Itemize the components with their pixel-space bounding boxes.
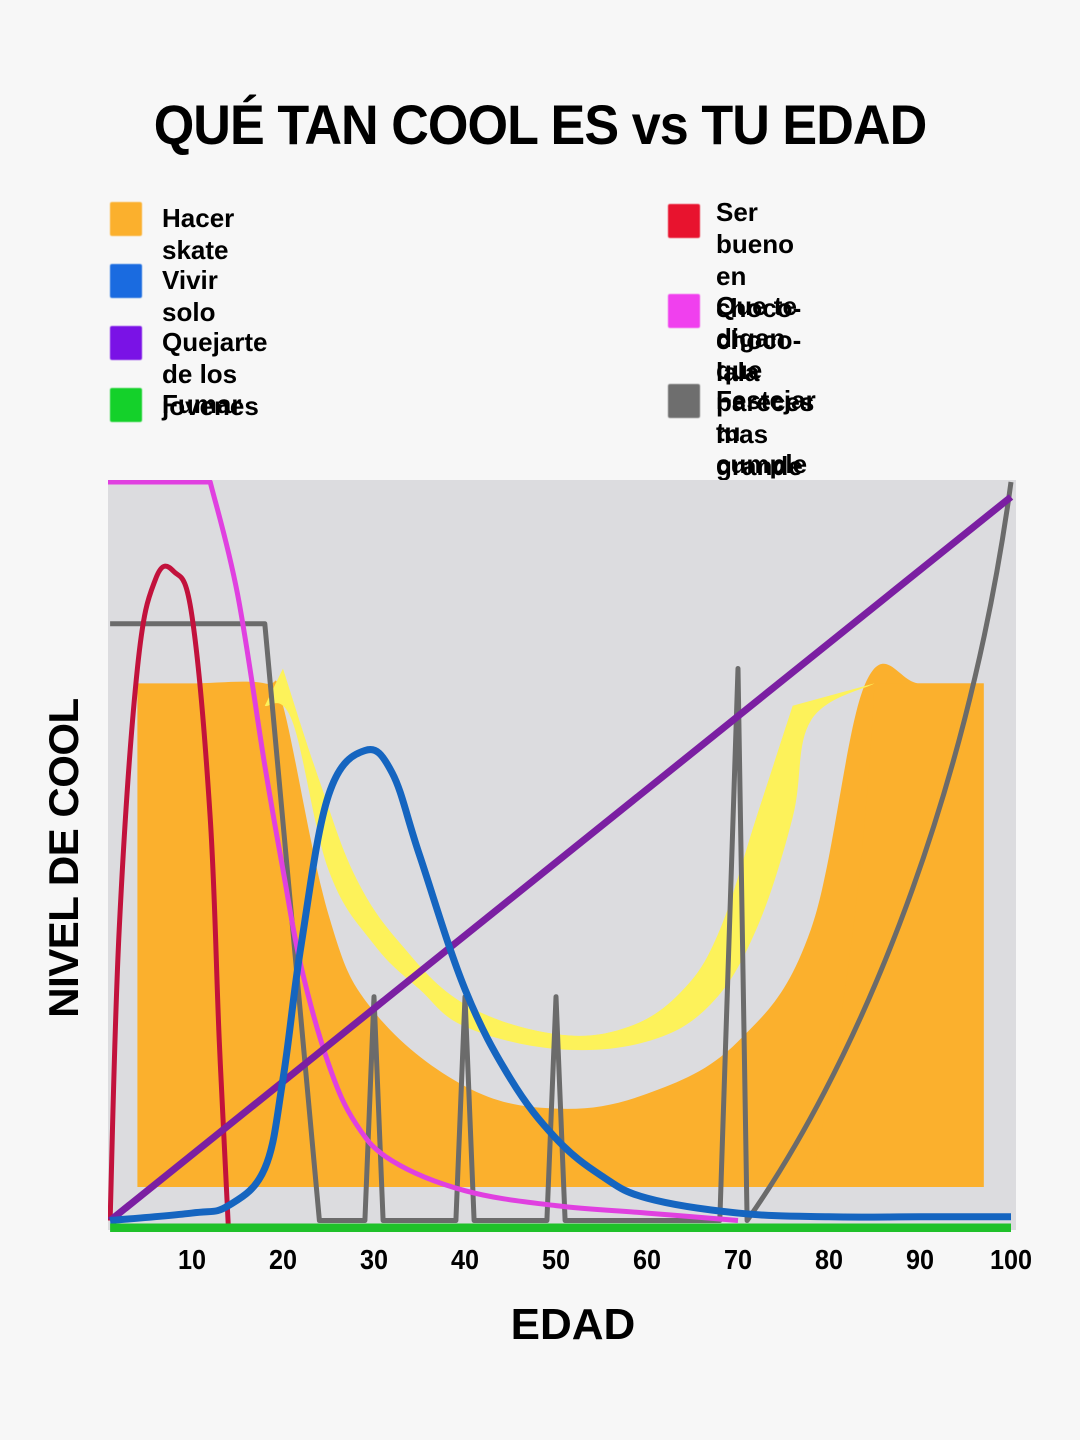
skate-area-yellow-band: [264, 668, 875, 1051]
legend-item-hacer-skate: Hacer skate: [110, 202, 234, 266]
series-line-quejarte-de-los-jovenes: [108, 494, 1014, 1224]
x-tick-label: 50: [541, 1244, 571, 1275]
legend-label: Que te digan que pareces mas grande: [716, 291, 815, 481]
legend-item-fumar: Fumar: [110, 388, 241, 422]
legend-swatch-orange-icon: [110, 202, 142, 236]
x-tick-label: 20: [268, 1244, 298, 1275]
legend-swatch-purple-icon: [110, 326, 142, 360]
legend-swatch-blue-icon: [110, 264, 142, 298]
x-tick-label: 90: [905, 1244, 935, 1275]
legend-swatch-green-icon: [110, 388, 142, 422]
series-layer: [108, 480, 1014, 1232]
x-tick-label: 10: [177, 1244, 207, 1275]
x-tick-label: 30: [359, 1244, 389, 1275]
series-line-ser-bueno-en-choco-choco-lala: [108, 563, 231, 1229]
series-line-vivir-solo: [109, 746, 1011, 1225]
legend-item-festejar-cumple: Festejar tu cumple: [668, 384, 816, 480]
x-tick-label: 40: [450, 1244, 480, 1275]
legend-label: Festejar tu cumple: [716, 385, 816, 479]
legend-item-pareces-mas-grande: Que te digan que pareces mas grande: [668, 290, 814, 482]
series-line-que-te-digan-que-pareces-mas-grande: [108, 480, 739, 1224]
legend-label: Quejarte de los jovenes: [162, 327, 268, 421]
skate-hollow: [283, 482, 793, 1036]
x-tick-label: 100: [989, 1244, 1033, 1275]
skate-area-orange: [137, 663, 984, 1187]
legend-label: Ser bueno en choco- choco-lala: [716, 197, 802, 387]
x-tick-label: 80: [814, 1244, 844, 1275]
legend-label: Vivir solo: [162, 265, 218, 327]
legend-item-choco-choco-lala: Ser bueno en choco- choco-lala: [668, 196, 801, 388]
x-tick-label: 70: [723, 1244, 753, 1275]
legend-swatch-magenta-icon: [668, 294, 700, 328]
legend-item-vivir-solo: Vivir solo: [110, 264, 218, 328]
legend-label: Fumar: [162, 389, 242, 419]
chart-title: QUÉ TAN COOL ES vs TU EDAD: [153, 93, 927, 156]
x-tick-label: 60: [632, 1244, 662, 1275]
legend-item-quejarte: Quejarte de los jovenes: [110, 326, 268, 422]
legend-swatch-gray-icon: [668, 384, 700, 418]
series-line-festejar-tu-cumple: [110, 481, 1014, 1224]
x-axis-label: EDAD: [510, 1300, 636, 1349]
legend-swatch-red-icon: [668, 204, 700, 238]
y-axis-label: NIVEL DE COOL: [40, 698, 87, 1018]
legend-label: Hacer skate: [162, 203, 235, 265]
